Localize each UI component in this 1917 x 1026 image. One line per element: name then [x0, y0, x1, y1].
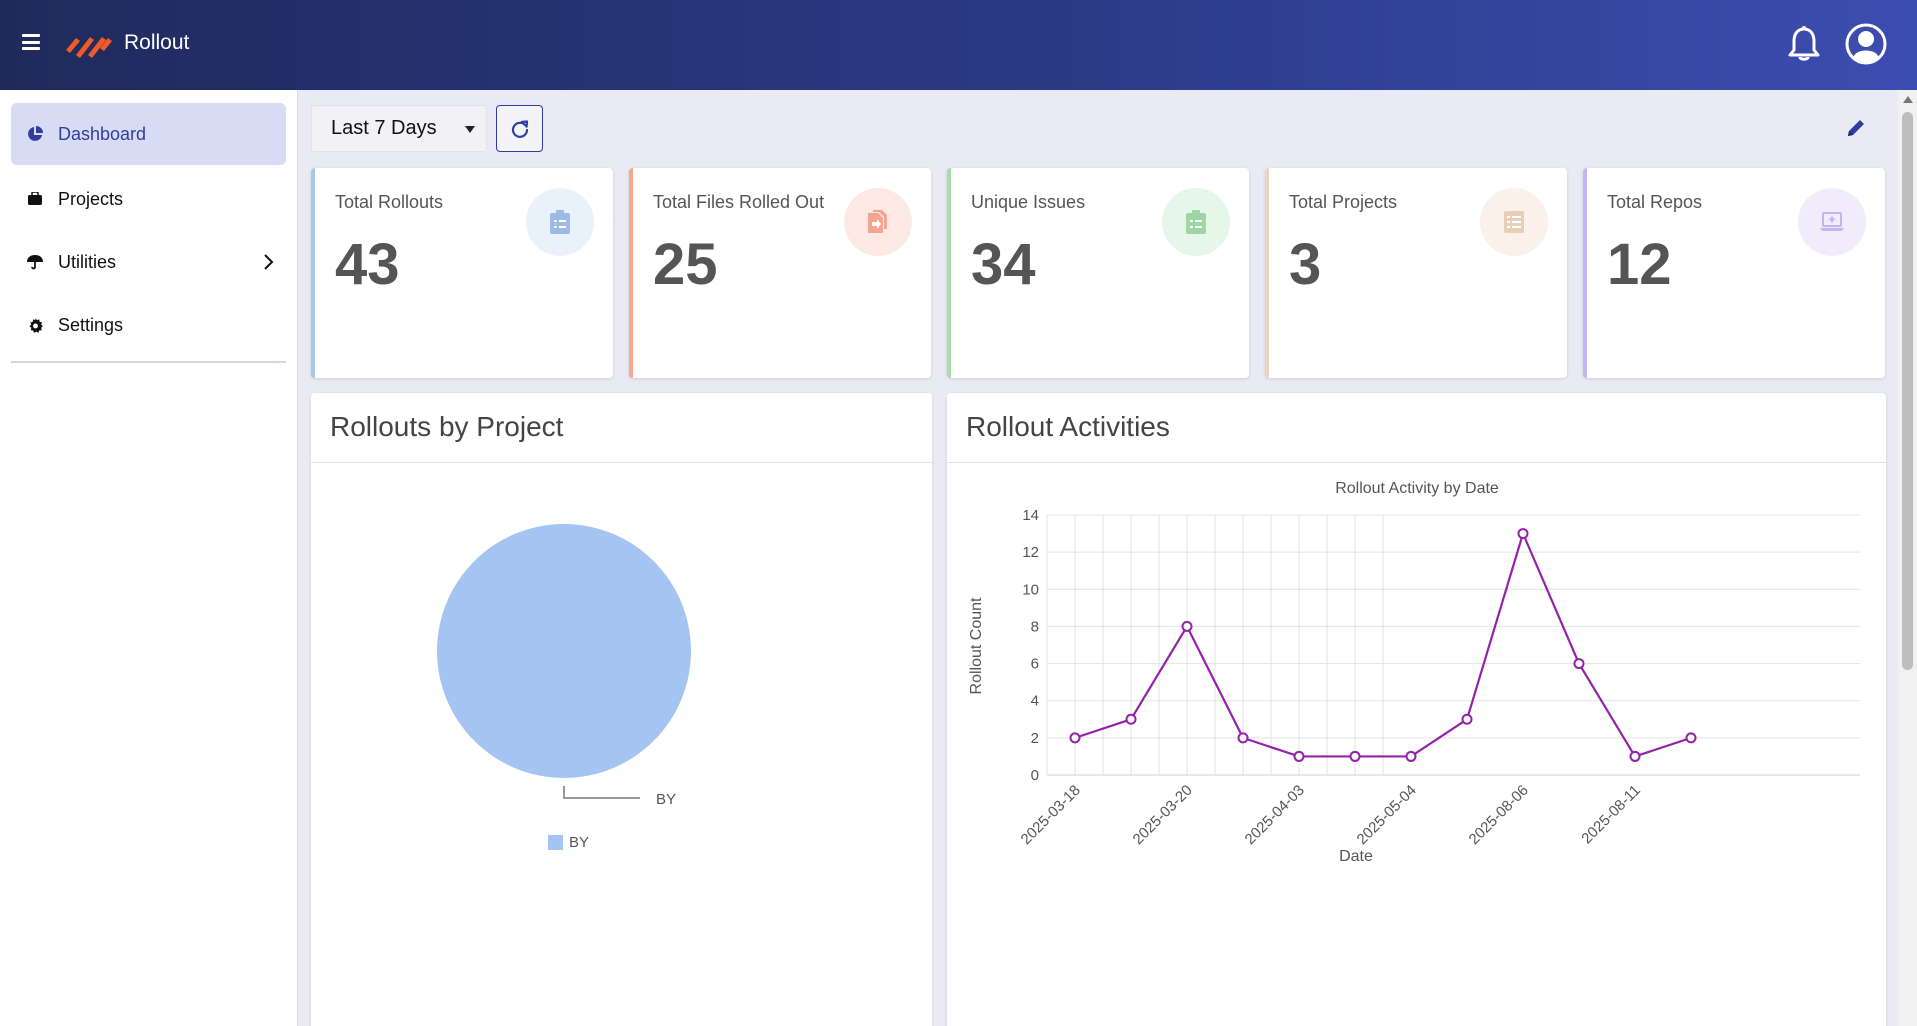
- x-tick-label: 2025-05-04: [1354, 782, 1420, 848]
- x-tick-label: 2025-08-11: [1578, 782, 1643, 847]
- panel-rollout-activities: Rollout Activities Rollout Activity by D…: [947, 393, 1886, 1026]
- refresh-icon: [511, 119, 528, 138]
- data-point: [1237, 732, 1249, 744]
- data-point: [1461, 713, 1473, 725]
- user-avatar-icon[interactable]: [1845, 23, 1887, 65]
- panel-divider: [311, 462, 932, 463]
- app-logo: [66, 37, 112, 58]
- sidebar-item-dashboard[interactable]: Dashboard: [11, 103, 286, 165]
- hamburger-menu-icon[interactable]: [22, 34, 40, 50]
- pie-slice: [437, 524, 691, 778]
- panel-title: Rollouts by Project: [330, 411, 564, 442]
- top-app-bar: Rollout: [0, 0, 1917, 90]
- y-tick-label: 6: [1031, 656, 1039, 673]
- date-range-select[interactable]: Last 7 Days: [311, 105, 487, 152]
- stat-card-total-rollouts: Total Rollouts 43: [311, 168, 613, 378]
- legend-label: BY: [569, 834, 589, 851]
- refresh-button[interactable]: [496, 105, 543, 152]
- pie-slice-label: BY: [656, 791, 676, 808]
- page-scrollbar[interactable]: [1898, 90, 1917, 1026]
- scroll-thumb[interactable]: [1902, 112, 1913, 670]
- stat-value: 12: [1607, 232, 1672, 297]
- data-point: [1573, 658, 1585, 670]
- stat-card-total-files-rolled-out: Total Files Rolled Out 25: [629, 168, 931, 378]
- chart-title: Rollout Activity by Date: [1335, 480, 1499, 497]
- y-axis-title: Rollout Count: [968, 597, 985, 695]
- caret-down-icon: [465, 126, 475, 133]
- x-tick-label: 2025-03-20: [1130, 782, 1196, 848]
- sidebar: Dashboard Projects Utilities Settings: [0, 90, 298, 1026]
- panel-title: Rollout Activities: [966, 411, 1170, 442]
- data-point: [1293, 750, 1305, 762]
- header-divider: [1765, 32, 1766, 56]
- y-tick-label: 0: [1031, 767, 1039, 784]
- chevron-right-icon: [264, 254, 274, 270]
- series-line: [1074, 530, 1692, 758]
- x-tick-label: 2025-03-18: [1018, 782, 1084, 848]
- bell-icon[interactable]: [1786, 25, 1822, 63]
- sidebar-item-label: Projects: [58, 188, 124, 209]
- data-point: [1125, 713, 1137, 725]
- clipboard-list-icon: [526, 188, 594, 256]
- stat-label: Total Projects: [1289, 192, 1398, 212]
- stat-value: 34: [971, 232, 1036, 297]
- panel-rollouts-by-project: Rollouts by Project BY BY: [311, 393, 932, 1026]
- sidebar-item-label: Dashboard: [58, 123, 147, 144]
- y-tick-label: 8: [1031, 618, 1039, 635]
- laptop-code-icon: [1798, 188, 1866, 256]
- x-tick-label: 2025-04-03: [1242, 782, 1308, 848]
- stat-label: Unique Issues: [971, 192, 1086, 212]
- y-tick-label: 14: [1022, 507, 1039, 524]
- pie-leader-line: [563, 786, 640, 799]
- stat-label: Total Repos: [1607, 192, 1703, 212]
- x-tick-label: 2025-08-06: [1466, 782, 1532, 848]
- sidebar-item-settings[interactable]: Settings: [11, 294, 286, 356]
- data-point: [1517, 528, 1529, 540]
- umbrella-icon: [26, 253, 44, 271]
- data-point: [1629, 750, 1641, 762]
- data-point: [1181, 620, 1193, 632]
- pie-chart-icon: [26, 125, 44, 143]
- file-export-icon: [844, 188, 912, 256]
- data-point: [1405, 750, 1417, 762]
- y-tick-label: 2: [1031, 730, 1039, 747]
- gear-icon: [26, 316, 44, 334]
- stat-card-total-repos: Total Repos 12: [1583, 168, 1885, 378]
- stat-card-total-projects: Total Projects 3: [1265, 168, 1567, 378]
- sidebar-item-label: Settings: [58, 314, 124, 335]
- data-point: [1069, 732, 1081, 744]
- line-chart: Rollout Activity by Date 0 2 4 6 8 10 12 14 2025-…: [968, 480, 1860, 865]
- stat-value: 43: [335, 232, 400, 297]
- sidebar-item-utilities[interactable]: Utilities: [11, 231, 286, 293]
- stat-label: Total Rollouts: [335, 192, 444, 212]
- y-tick-label: 12: [1022, 544, 1039, 561]
- app-title[interactable]: Rollout: [124, 31, 190, 54]
- y-tick-label: 10: [1022, 581, 1039, 598]
- clipboard-check-icon: [1162, 188, 1230, 256]
- stat-value: 25: [653, 232, 718, 297]
- sidebar-divider: [11, 361, 286, 363]
- stat-label: Total Files Rolled Out: [653, 192, 825, 212]
- pie-chart: BY BY: [437, 524, 691, 851]
- data-point: [1349, 750, 1361, 762]
- briefcase-icon: [26, 190, 44, 208]
- sidebar-item-label: Utilities: [58, 251, 117, 272]
- scroll-up-arrow-icon[interactable]: [1903, 96, 1913, 103]
- stat-value: 3: [1289, 232, 1322, 297]
- date-range-value: Last 7 Days: [331, 117, 437, 139]
- stat-card-unique-issues: Unique Issues 34: [947, 168, 1249, 378]
- legend-swatch: [548, 835, 563, 850]
- data-point: [1685, 732, 1697, 744]
- y-tick-label: 4: [1031, 693, 1039, 710]
- sidebar-item-projects[interactable]: Projects: [11, 168, 286, 230]
- checklist-icon: [1480, 188, 1548, 256]
- edit-pencil-icon[interactable]: [1844, 116, 1868, 140]
- panel-divider: [947, 462, 1886, 463]
- x-axis-title: Date: [1339, 848, 1373, 865]
